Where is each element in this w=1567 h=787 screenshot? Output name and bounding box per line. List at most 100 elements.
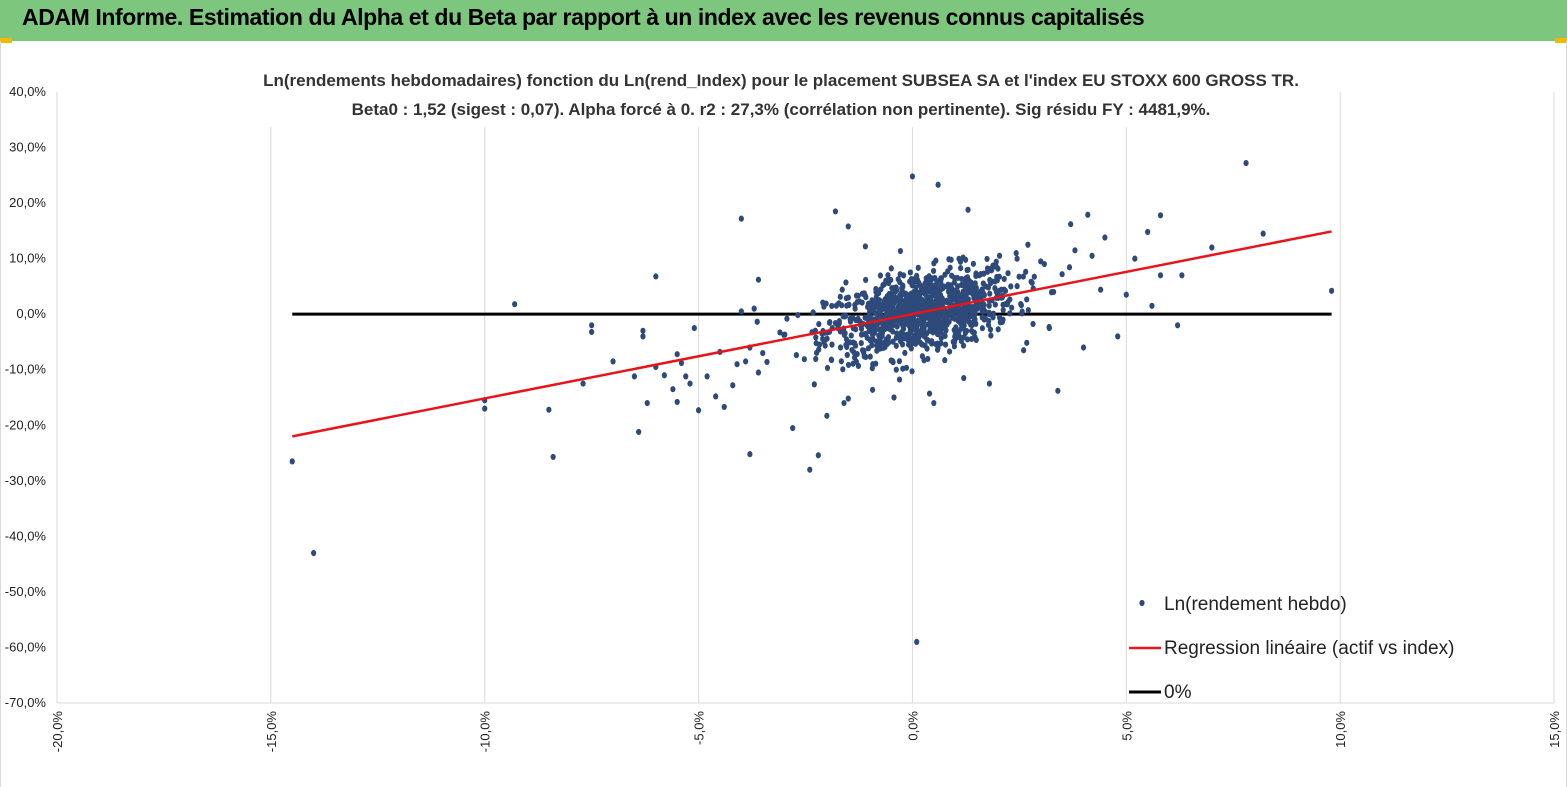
y-tick-label: -70,0% <box>5 695 47 710</box>
data-point <box>867 353 873 360</box>
data-point <box>1014 283 1020 290</box>
data-point <box>863 276 869 284</box>
data-point <box>925 299 932 306</box>
data-point <box>898 329 905 336</box>
chart-area: -20,0% -15,0% -10,0% -5,0% 0,0% 5,0% 10,0% 15,0… <box>0 41 1567 787</box>
data-point <box>893 366 899 373</box>
data-point <box>289 458 295 465</box>
data-point <box>988 332 994 339</box>
data-point <box>923 287 929 295</box>
y-tick-label: -40,0% <box>5 528 47 543</box>
data-point <box>973 320 979 327</box>
data-point <box>874 303 880 310</box>
data-point <box>1157 272 1164 279</box>
data-point <box>889 284 895 292</box>
x-tick-label: -15,0% <box>264 711 279 753</box>
data-point <box>810 309 816 316</box>
data-point <box>942 341 949 348</box>
data-point <box>734 361 740 368</box>
regression-line <box>292 230 1332 438</box>
data-point <box>790 424 796 432</box>
data-point <box>610 358 616 365</box>
data-point <box>948 312 954 319</box>
data-point <box>886 279 892 287</box>
data-point <box>546 406 552 413</box>
data-point <box>890 338 896 345</box>
data-point <box>687 380 693 387</box>
data-point <box>952 287 958 295</box>
data-point <box>1055 387 1061 394</box>
data-point <box>888 357 894 364</box>
data-point <box>784 315 790 322</box>
data-point <box>885 272 891 279</box>
data-point <box>940 285 946 292</box>
data-point <box>795 312 801 319</box>
data-point <box>813 355 819 363</box>
data-point <box>678 359 685 367</box>
data-point <box>839 286 845 293</box>
data-point <box>912 300 918 308</box>
data-point <box>873 285 879 293</box>
data-point <box>914 272 920 279</box>
data-point <box>1019 310 1025 317</box>
data-point <box>1068 221 1074 228</box>
data-point <box>933 257 939 264</box>
data-point <box>951 274 958 282</box>
data-point <box>880 301 886 308</box>
data-point <box>631 373 638 380</box>
data-point <box>764 358 770 366</box>
data-point <box>892 297 898 304</box>
data-point <box>512 301 518 308</box>
data-point <box>1149 302 1155 309</box>
data-point <box>827 319 833 326</box>
data-point <box>580 380 586 387</box>
data-point <box>987 280 994 287</box>
data-point <box>946 348 953 355</box>
data-point <box>893 334 899 341</box>
data-point <box>893 310 899 318</box>
x-tick-label: 10,0% <box>1333 711 1348 748</box>
data-point <box>1123 291 1129 298</box>
data-point <box>892 288 899 295</box>
data-point <box>970 260 977 267</box>
data-point <box>850 339 856 346</box>
data-point <box>972 310 978 317</box>
data-point <box>915 264 921 271</box>
data-point <box>1102 234 1108 241</box>
data-point <box>971 316 977 323</box>
data-point <box>777 329 783 336</box>
data-point <box>897 271 903 278</box>
data-point <box>992 301 998 308</box>
data-point <box>1000 306 1006 314</box>
data-point <box>986 302 992 309</box>
data-point <box>971 329 977 336</box>
x-tick-label: 0,0% <box>905 711 920 741</box>
data-point <box>893 342 899 349</box>
data-point <box>814 349 820 356</box>
data-point <box>907 269 913 276</box>
data-point <box>852 301 858 309</box>
data-point <box>907 335 913 343</box>
data-point <box>939 299 945 306</box>
data-point <box>956 312 962 320</box>
data-point <box>869 365 875 372</box>
data-point <box>845 223 851 230</box>
data-point <box>885 310 891 317</box>
y-tick-label: 0,0% <box>16 306 46 321</box>
data-point <box>869 386 876 393</box>
data-point <box>1080 344 1087 351</box>
data-point <box>996 252 1003 259</box>
data-point <box>936 277 942 284</box>
data-point <box>960 342 967 349</box>
data-point <box>986 380 993 387</box>
data-point <box>1000 316 1006 323</box>
chart-subtitle: Beta0 : 1,52 (sigest : 0,07). Alpha forc… <box>352 100 1211 119</box>
data-point <box>843 341 849 349</box>
data-point <box>816 320 822 328</box>
data-point <box>1025 241 1031 248</box>
y-tick-label: -20,0% <box>5 417 47 432</box>
data-point <box>923 277 929 285</box>
data-point <box>858 340 864 347</box>
data-point <box>973 336 979 344</box>
data-point <box>925 355 931 363</box>
